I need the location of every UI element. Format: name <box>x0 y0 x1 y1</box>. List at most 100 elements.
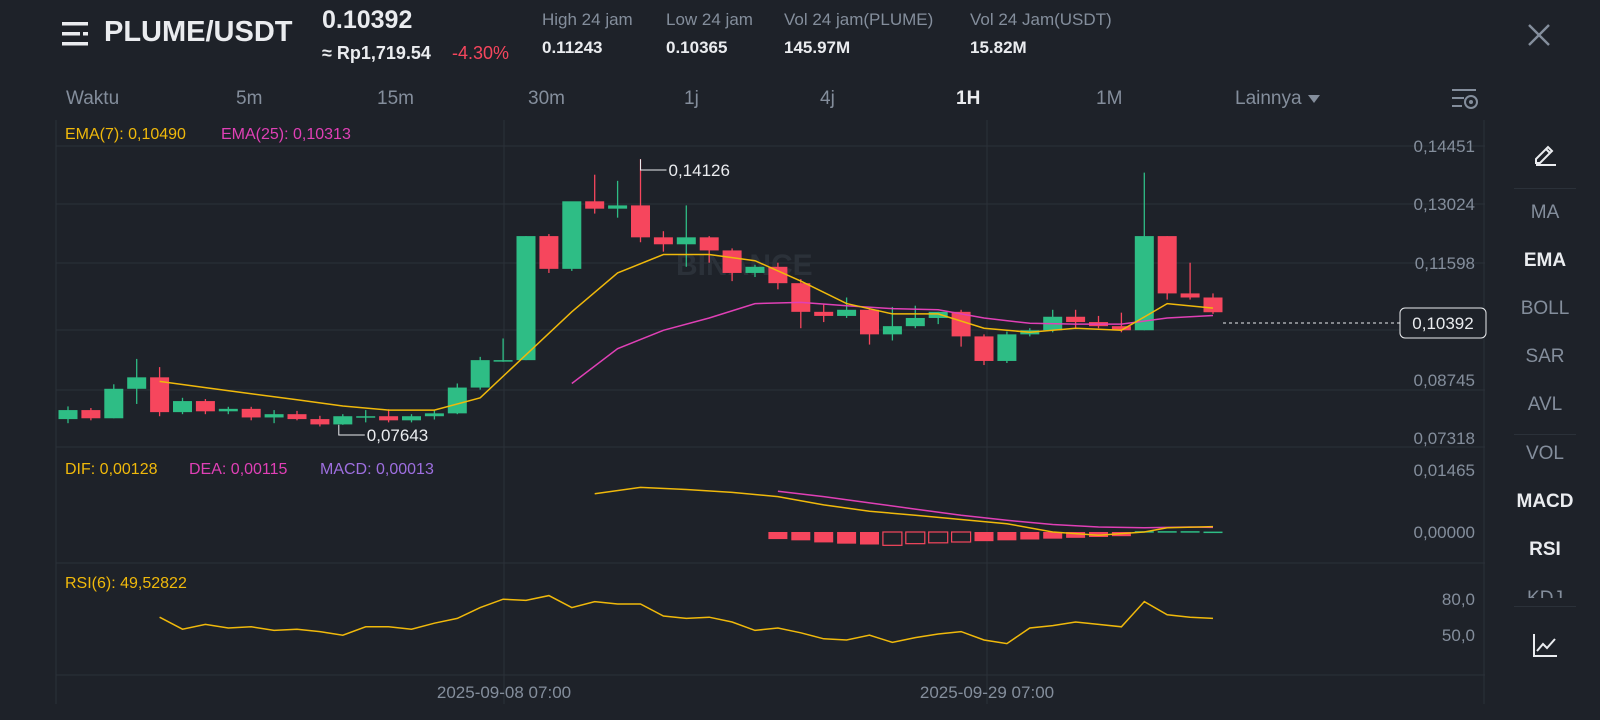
tf-1j[interactable]: 1j <box>684 88 699 109</box>
macd-tick-label: 0,01465 <box>1414 461 1475 480</box>
legend-ema25: EMA(25): 0,10313 <box>221 126 351 143</box>
sidebar-item-kdj[interactable]: KDJ <box>1512 588 1578 598</box>
candle-body <box>1134 236 1154 331</box>
macd-hist-bar <box>950 531 972 543</box>
candle-body <box>58 410 78 420</box>
legend-macd: MACD: 0,00013 <box>320 461 434 478</box>
tf-more[interactable]: Lainnya <box>1235 88 1320 110</box>
x-tick-label: 2025-09-08 07:00 <box>437 683 571 702</box>
tf-30m[interactable]: 30m <box>528 88 565 109</box>
sidebar-item-ma[interactable]: MA <box>1530 202 1560 223</box>
tf-5m[interactable]: 5m <box>236 88 263 109</box>
tf-1h[interactable]: 1H <box>956 88 981 109</box>
ema25-line <box>571 301 1214 385</box>
macd-hist-bar <box>768 532 788 540</box>
tf-4j[interactable]: 4j <box>820 88 835 109</box>
rsi-tick-label: 50,0 <box>1442 626 1475 645</box>
stat-label-vol-base: Vol 24 jam(PLUME) <box>784 10 934 29</box>
candle-body <box>1066 316 1086 323</box>
candle-body <box>608 205 628 209</box>
candle-body <box>791 283 811 312</box>
candle-body <box>837 309 857 316</box>
chart-type-icon[interactable] <box>1532 632 1558 663</box>
high-marker-label: 0,14126 <box>669 161 730 180</box>
sidebar-item-rsi[interactable]: RSI <box>1529 539 1561 560</box>
stat-label-low: Low 24 jam <box>666 10 753 29</box>
candle-body <box>470 360 490 388</box>
sidebar-item-kdj-clip: KDJ <box>1512 580 1578 598</box>
macd-hist-bar <box>882 531 903 546</box>
price-tick-label: 0,14451 <box>1414 137 1475 156</box>
chart-settings-icon[interactable] <box>1450 86 1480 112</box>
candle-body <box>539 236 559 269</box>
ema7-line <box>159 253 1214 411</box>
sidebar-item-vol[interactable]: VOL <box>1525 443 1565 464</box>
candle-body <box>905 317 925 327</box>
candle-body <box>585 201 605 209</box>
macd-hist-bar <box>997 532 1017 541</box>
candle-body <box>1203 297 1223 313</box>
sidebar-item-ema[interactable]: EMA <box>1523 250 1567 271</box>
draw-pencil-icon[interactable] <box>1532 140 1558 171</box>
candle-body <box>81 410 101 419</box>
legend-dif: DIF: 0,00128 <box>65 461 158 478</box>
candle-body <box>264 414 284 418</box>
current-price-box <box>1399 307 1487 339</box>
sidebar-item-sar[interactable]: SAR <box>1525 346 1565 367</box>
candle-body <box>333 416 353 425</box>
price-tick-label: 0,13024 <box>1414 195 1475 214</box>
candle-body <box>1157 236 1177 294</box>
price-tick-label: 0,11598 <box>1415 254 1475 273</box>
timeframe-bar: Waktu 5m 15m 30m 1j 4j 1H 1M Lainnya <box>0 82 1600 118</box>
menu-icon[interactable] <box>62 20 92 48</box>
macd-hist-bar <box>1066 532 1086 538</box>
candle-body <box>860 309 879 335</box>
rsi-tick-label: 80,0 <box>1442 590 1475 609</box>
candle-body <box>150 377 170 413</box>
macd-hist-bar <box>974 532 994 542</box>
sidebar-item-macd[interactable]: MACD <box>1516 491 1574 512</box>
sidebar-item-avl[interactable]: AVL <box>1527 394 1563 415</box>
candle-body <box>1180 293 1200 298</box>
tf-time[interactable]: Waktu <box>66 88 120 109</box>
candle-body <box>104 388 124 419</box>
candle-body <box>722 250 742 273</box>
current-price-label: 0,10392 <box>1412 314 1473 333</box>
candle-body <box>974 336 994 361</box>
chevron-down-icon <box>1307 94 1320 103</box>
candle-body <box>928 311 948 318</box>
legend-ema7: EMA(7): 0,10490 <box>65 126 186 143</box>
sidebar-item-boll[interactable]: BOLL <box>1520 298 1570 319</box>
legend-dea: DEA: 0,00115 <box>189 461 288 478</box>
candle-body <box>653 237 673 245</box>
candle-body <box>631 205 650 238</box>
macd-hist-bar <box>928 531 949 544</box>
close-icon[interactable] <box>1524 20 1554 50</box>
price-change: -4.30% <box>452 43 510 63</box>
last-price: 0.10392 <box>322 6 413 34</box>
idr-price: ≈ Rp1,719.54 <box>322 43 431 63</box>
rsi-line <box>159 594 1214 645</box>
candle-body <box>768 266 788 284</box>
tf-15m[interactable]: 15m <box>377 88 414 109</box>
stat-value-vol-base: 145.97M <box>784 38 851 57</box>
macd-hist-bar <box>791 532 811 541</box>
stat-label-high: High 24 jam <box>542 10 633 29</box>
macd-hist-bar <box>1157 531 1177 533</box>
candle-body <box>814 311 834 316</box>
tf-1m[interactable]: 1M <box>1096 88 1123 109</box>
candle-body <box>241 408 261 418</box>
stat-value-low: 0.10365 <box>666 38 728 57</box>
candle-body <box>493 360 513 362</box>
candle-body <box>195 401 215 412</box>
low-marker-line <box>338 424 365 436</box>
candle-body <box>218 408 238 412</box>
candle-body <box>127 377 147 389</box>
low-marker-label: 0,07643 <box>367 426 428 445</box>
candle-body <box>516 236 536 361</box>
pair-title[interactable]: PLUME/USDT <box>104 16 293 48</box>
header: PLUME/USDT 0.10392 ≈ Rp1,719.54 -4.30% H… <box>0 0 1600 80</box>
price-tick-label: 0,08745 <box>1414 371 1475 390</box>
candle-body <box>699 237 719 251</box>
